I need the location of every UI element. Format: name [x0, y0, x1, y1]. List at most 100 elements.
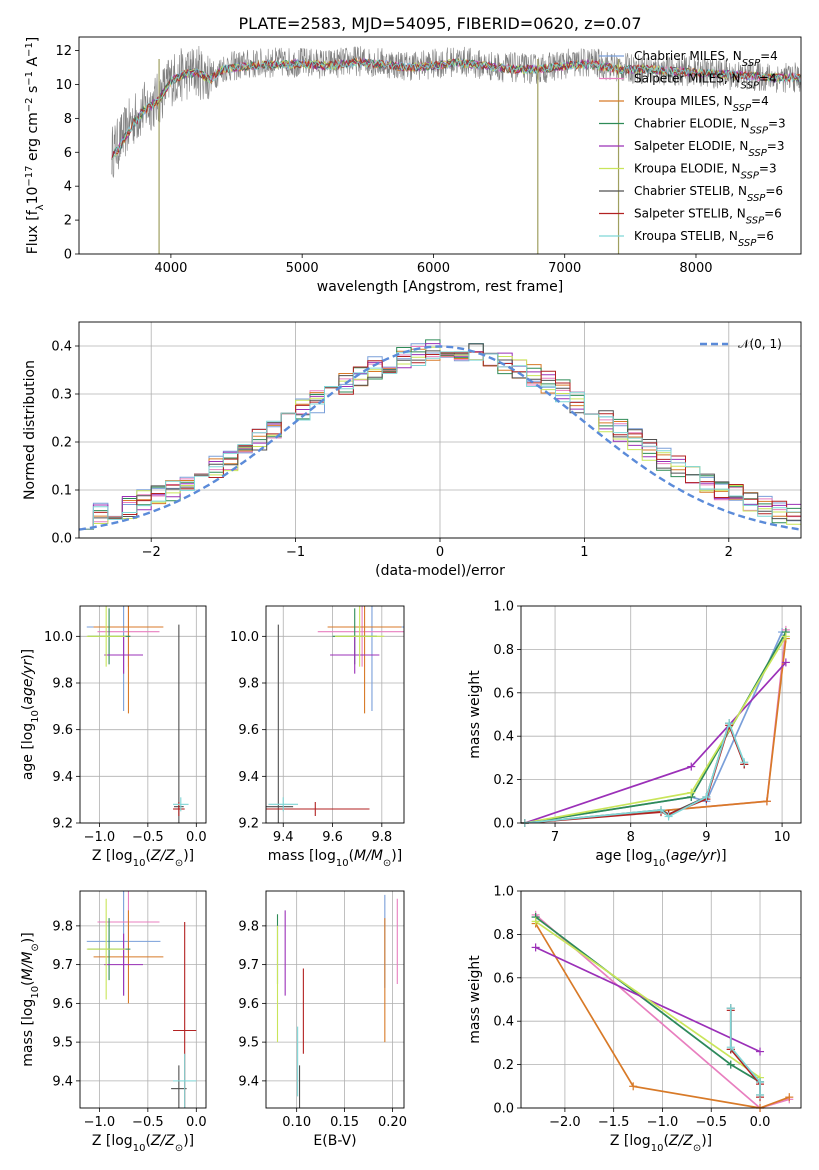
label-part: age/yr — [20, 659, 36, 705]
x-tick-label: −2 — [142, 545, 161, 560]
label-part: ⊙ — [383, 858, 391, 869]
x-tick-label: 9 — [702, 830, 710, 845]
y-tick-label: 0.2 — [493, 773, 514, 788]
label-part: ( — [349, 848, 354, 864]
x-tick-label: 0.0 — [186, 830, 207, 845]
legend-label: Salpeter STELIB, NSSP=6 — [634, 207, 782, 227]
label-part: ( — [145, 1133, 150, 1149]
mass_vs_Z-axes: −1.0 −0.5 0.0 9.4 9.5 9.6 9.7 9.8 — [52, 891, 207, 1130]
mass-weight-line — [524, 722, 745, 823]
ylabel: Normed distribution — [22, 360, 38, 500]
y-tick-label: 10 — [55, 78, 72, 93]
x-tick-label: 5000 — [286, 261, 319, 276]
ylabel: mass weight — [467, 955, 483, 1044]
axes-frame — [265, 605, 405, 824]
axes-frame — [78, 36, 802, 255]
y-tick-label: 9.4 — [52, 770, 73, 785]
ylabel: Flux [fλ10−17 erg cm−2 s−1 A−1] — [24, 37, 46, 255]
label-part: ⊙ — [30, 943, 41, 951]
mass-weight-line — [729, 1008, 761, 1095]
label-part: )] — [183, 848, 194, 864]
label-part: Z [log — [610, 1133, 651, 1149]
label-part: )] — [701, 1133, 712, 1149]
legend-label: Chabrier MILES, NSSP=4 — [634, 49, 778, 69]
label-part: 10 — [30, 710, 41, 723]
label-part: ( — [20, 705, 36, 710]
label-part: )] — [20, 932, 36, 943]
mass-weight-line — [535, 920, 761, 1079]
mass-weight-line — [729, 1010, 761, 1098]
mass-weight-line — [524, 638, 787, 823]
y-tick-label: 0.0 — [493, 1102, 514, 1117]
y-tick-label: 0.1 — [51, 484, 72, 499]
weight_vs_Z-xlabel: Z [log10(Z/Z⊙)] — [610, 1133, 712, 1154]
label-part: M/M — [354, 848, 383, 864]
x-tick-label: 7 — [551, 830, 559, 845]
legend-label: Chabrier ELODIE, NSSP=3 — [634, 117, 786, 137]
label-part: SSP — [746, 215, 765, 226]
x-tick-label: 9.6 — [322, 830, 343, 845]
x-tick-label: −2.0 — [549, 1115, 581, 1130]
mass-weight-line — [524, 629, 787, 823]
weight_vs_Z-axes: −2.0 −1.5 −1.0 −0.5 0.0 0.0 0.2 0.4 0.6 0.8 1.0 — [493, 885, 801, 1130]
label-part: ( — [145, 848, 150, 864]
legend-label: Kroupa STELIB, NSSP=6 — [634, 229, 774, 249]
label-part: ( — [665, 848, 670, 864]
label-part: ⊙ — [175, 858, 183, 869]
y-tick-label: 0.2 — [51, 436, 72, 451]
label-part: −1 — [24, 71, 35, 86]
label-part: =6 — [756, 229, 774, 243]
y-tick-label: 9.4 — [238, 1074, 259, 1089]
x-tick-label: −1.0 — [647, 1115, 679, 1130]
label-part: Chabrier ELODIE, N — [634, 117, 750, 131]
ylabel: mass weight — [467, 670, 483, 759]
x-tick-label: 8000 — [679, 261, 712, 276]
label-part: =6 — [764, 207, 782, 221]
weight_vs_age-xlabel: age [log10(age/yr)] — [595, 848, 726, 869]
y-tick-label: 9.8 — [52, 919, 73, 934]
y-tick-label: 9.5 — [238, 1036, 259, 1051]
x-tick-label: 9.4 — [273, 830, 294, 845]
y-tick-label: 1.0 — [493, 885, 514, 900]
age_vs_mass-axes: 9.4 9.6 9.8 9.2 9.4 9.6 9.8 10.0 — [230, 606, 404, 845]
label-part: Z [log — [92, 1133, 133, 1149]
x-tick-label: −0.5 — [695, 1115, 727, 1130]
label-part: ( — [20, 980, 36, 985]
label-part: age/yr — [671, 848, 717, 864]
label-part: erg cm — [25, 112, 41, 165]
y-tick-label: 9.8 — [238, 677, 259, 692]
axes-frame — [79, 890, 207, 1109]
label-part: mass [log — [20, 999, 36, 1067]
label-part: =3 — [767, 139, 785, 153]
label-part: mass [log — [268, 848, 336, 864]
label-part: Chabrier MILES, N — [634, 49, 742, 63]
label-part: )] — [391, 848, 402, 864]
y-tick-label: 9.4 — [52, 1074, 73, 1089]
x-tick-label: 0.10 — [282, 1115, 311, 1130]
residuals-xlabel: (data-model)/error — [375, 563, 505, 579]
y-tick-label: 0.8 — [493, 928, 514, 943]
mass-weight-line — [524, 631, 787, 823]
label-part: SSP — [748, 148, 767, 159]
plot-layer: 4000 5000 6000 7000 8000024681012wavelength … — [20, 36, 802, 1154]
y-tick-label: 12 — [55, 44, 72, 59]
y-tick-label: 9.7 — [52, 958, 73, 973]
x-tick-label: −1.0 — [84, 830, 116, 845]
label-part: λ — [35, 204, 46, 210]
label-part: −2 — [24, 97, 35, 112]
model-spectrum-line — [111, 57, 801, 161]
label-part: =3 — [768, 117, 786, 131]
mass_vs_Z-xlabel: Z [log10(Z/Z⊙)] — [92, 1133, 194, 1154]
y-tick-label: 9.6 — [52, 997, 73, 1012]
x-tick-label: 8 — [627, 830, 635, 845]
y-tick-label: 9.6 — [52, 723, 73, 738]
label-part: 10 — [133, 1143, 146, 1154]
mass-weight-line — [524, 720, 745, 823]
label-part: Salpeter ELODIE, N — [634, 139, 748, 153]
label-part: 10 — [651, 1143, 664, 1154]
axes-frame — [520, 890, 802, 1109]
label-part: =6 — [765, 184, 783, 198]
mass-weight-line — [524, 720, 745, 823]
label-part: =3 — [759, 162, 777, 176]
